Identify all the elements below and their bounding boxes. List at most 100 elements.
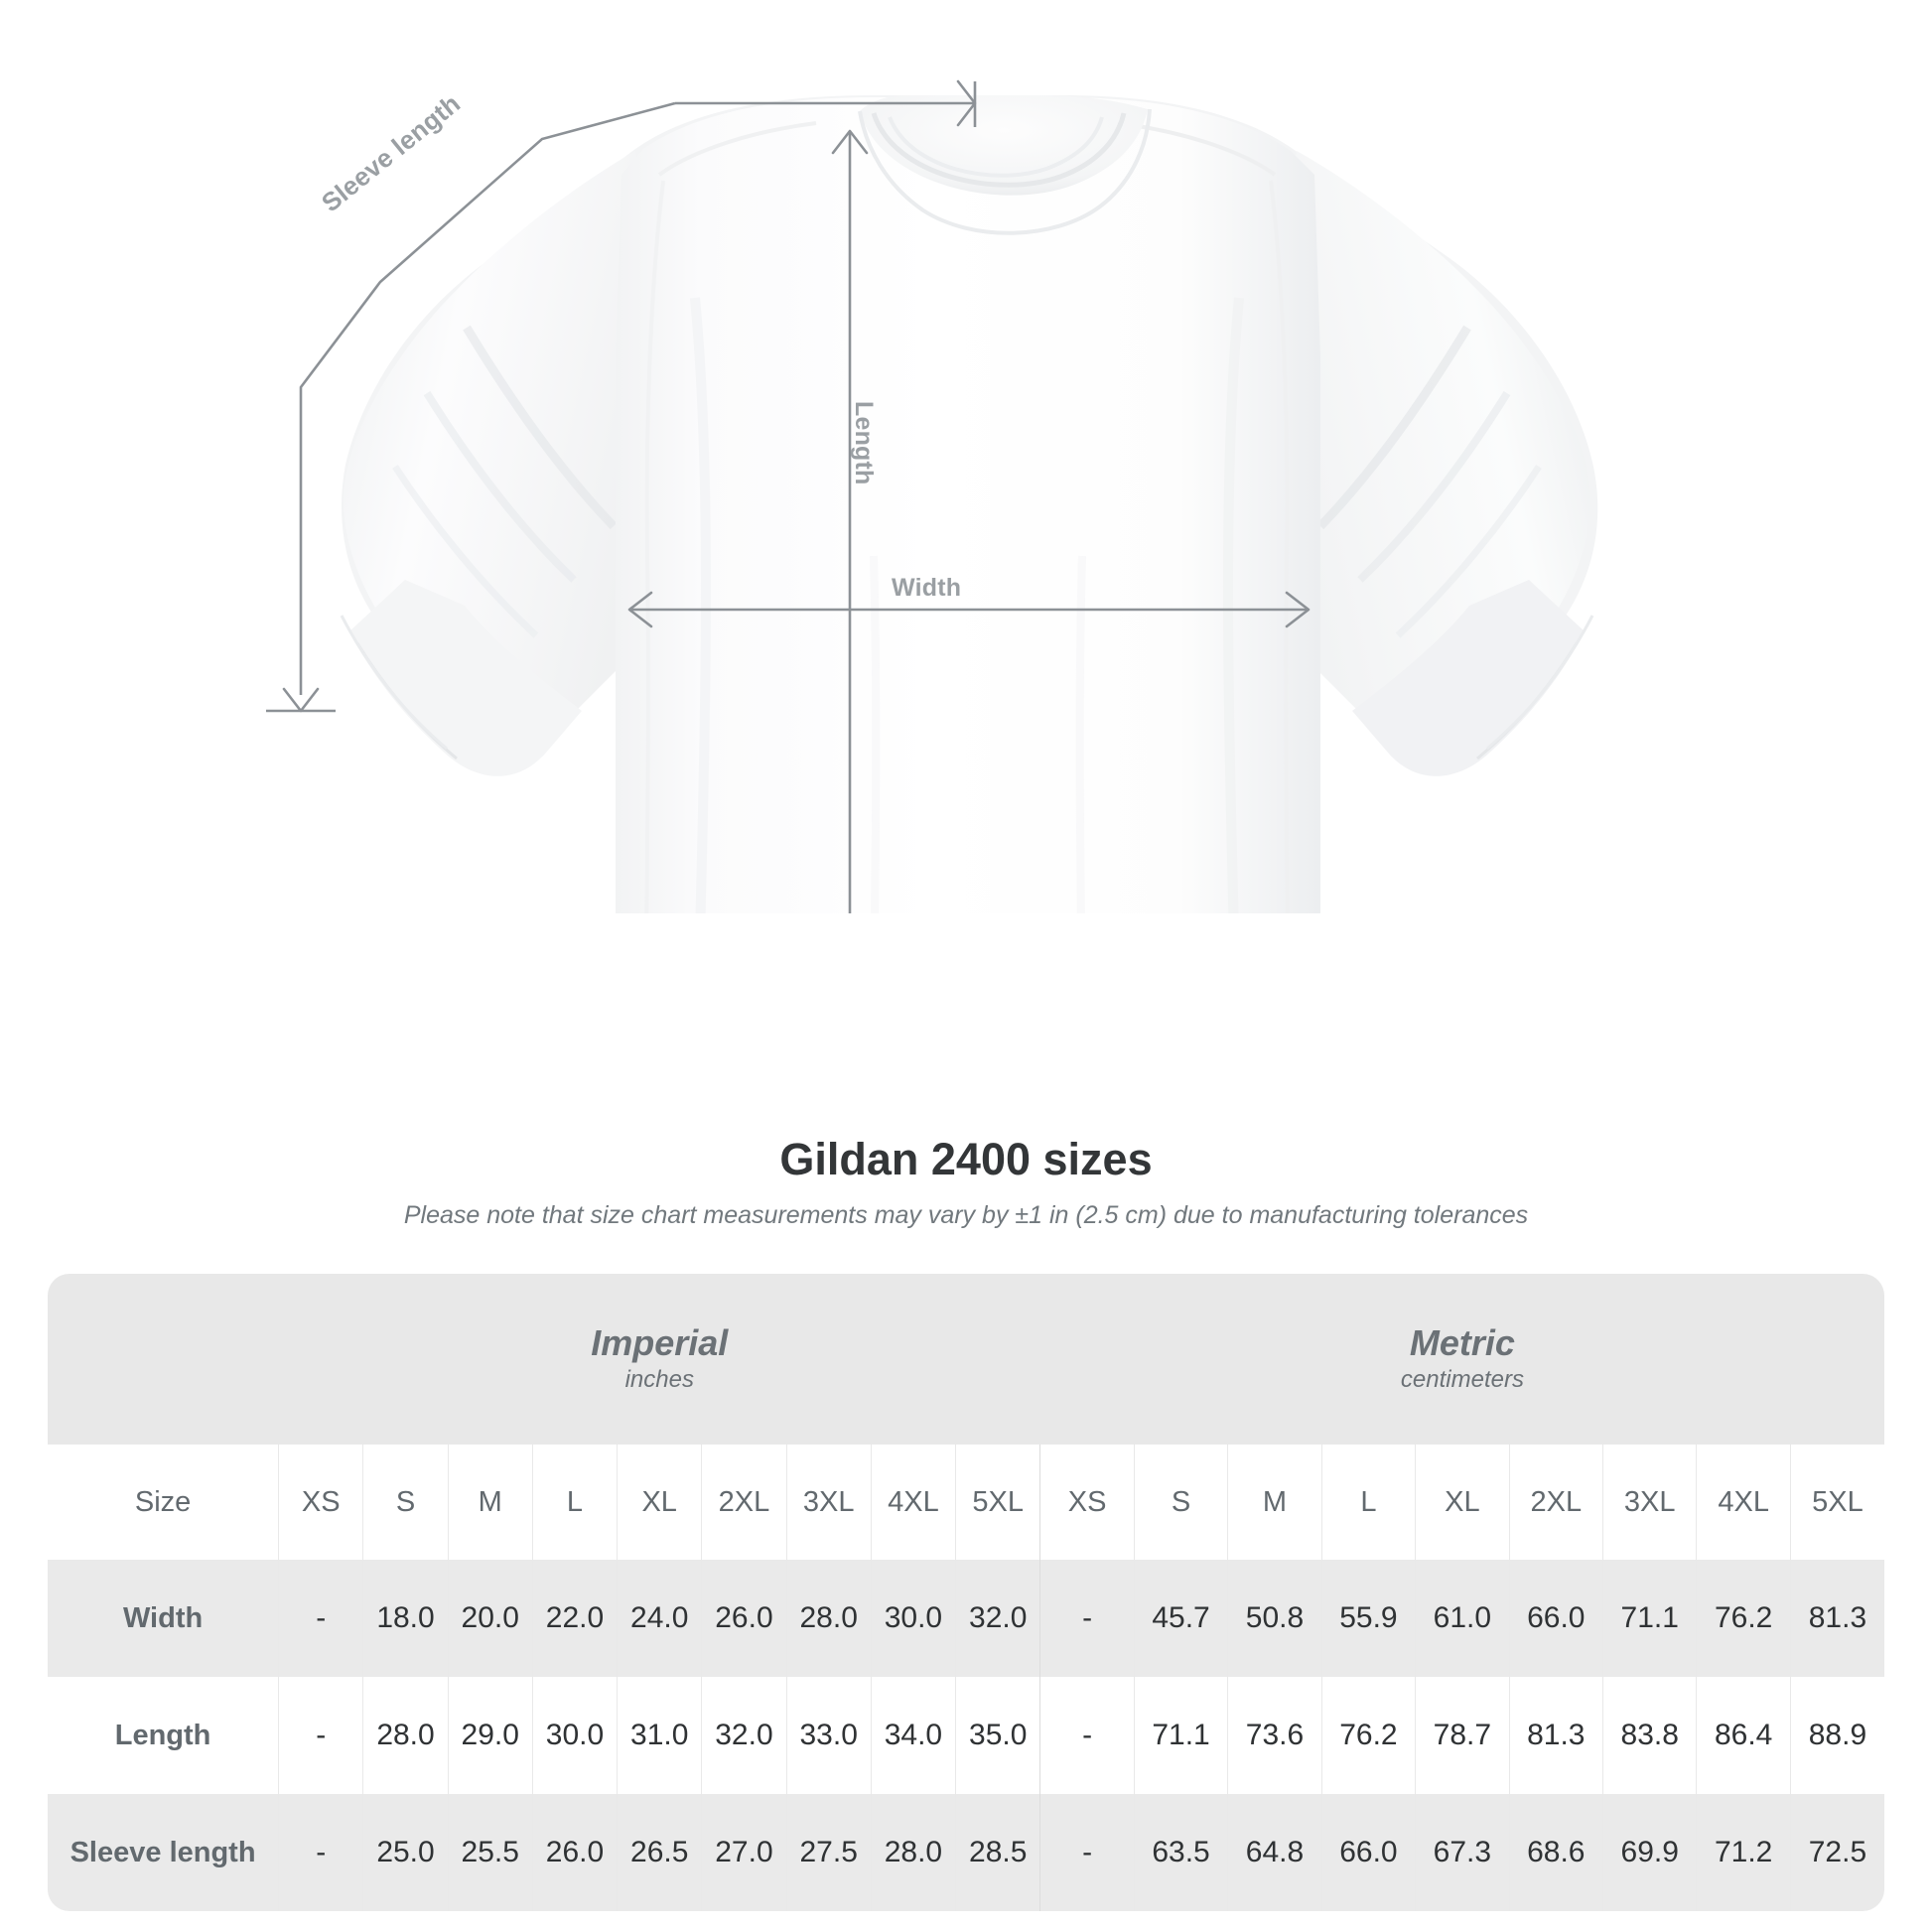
- cell-length-imp-5xl: 35.0: [955, 1677, 1040, 1794]
- right-cuff: [1352, 580, 1585, 776]
- unit-group-metric: Metric centimeters: [1039, 1274, 1884, 1445]
- cell-length-met-s: 71.1: [1133, 1677, 1228, 1794]
- cell-length-imp-l: 30.0: [531, 1677, 618, 1794]
- cell-length-imp-2xl: 32.0: [701, 1677, 787, 1794]
- cell-sleeve-met-xs: -: [1039, 1794, 1135, 1911]
- size-header-imp-3xl: 3XL: [785, 1445, 872, 1560]
- collar-inner: [888, 116, 1104, 178]
- cell-sleeve-met-4xl: 71.2: [1696, 1794, 1791, 1911]
- tshirt-illustration: [266, 79, 1598, 913]
- length-arrow-top: [831, 129, 869, 155]
- unit-name-imperial: Imperial: [591, 1321, 729, 1363]
- cell-sleeve-imp-xs: -: [278, 1794, 363, 1911]
- unit-name-metric: Metric: [1409, 1321, 1515, 1363]
- size-header-met-2xl: 2XL: [1508, 1445, 1603, 1560]
- garment-diagram: Sleeve length Length Width: [0, 0, 1932, 913]
- left-cuff: [349, 580, 582, 776]
- cell-sleeve-imp-s: 25.0: [362, 1794, 449, 1911]
- unit-sub-metric: centimeters: [1400, 1365, 1524, 1393]
- cell-sleeve-imp-m: 25.5: [447, 1794, 533, 1911]
- cell-sleeve-met-s: 63.5: [1133, 1794, 1228, 1911]
- size-row-label: Size: [48, 1445, 279, 1560]
- collar-ribbing: [871, 112, 1127, 188]
- cell-width-met-3xl: 71.1: [1602, 1560, 1697, 1677]
- table-row: Width - 18.0 20.0 22.0 24.0 26.0 28.0 30…: [48, 1560, 1884, 1677]
- measurement-guides: [266, 79, 1311, 913]
- cell-sleeve-met-2xl: 68.6: [1508, 1794, 1603, 1911]
- cell-width-met-5xl: 81.3: [1789, 1560, 1884, 1677]
- cell-width-met-s: 45.7: [1133, 1560, 1228, 1677]
- cell-width-imp-m: 20.0: [447, 1560, 533, 1677]
- cell-length-imp-4xl: 34.0: [870, 1677, 956, 1794]
- cell-length-met-5xl: 88.9: [1789, 1677, 1884, 1794]
- size-header-met-xs: XS: [1039, 1445, 1135, 1560]
- cell-width-imp-3xl: 28.0: [785, 1560, 872, 1677]
- size-header-met-5xl: 5XL: [1789, 1445, 1884, 1560]
- body-folds: [690, 297, 1244, 913]
- width-annotation: Width: [892, 574, 962, 602]
- left-shoulder-seam: [657, 121, 817, 177]
- size-header-imp-xs: XS: [278, 1445, 363, 1560]
- right-side-seam: [1269, 180, 1290, 913]
- size-header-imp-l: L: [531, 1445, 618, 1560]
- size-header-imp-s: S: [362, 1445, 449, 1560]
- cell-sleeve-imp-l: 26.0: [531, 1794, 618, 1911]
- cell-sleeve-imp-5xl: 28.5: [955, 1794, 1040, 1911]
- page-subtitle: Please note that size chart measurements…: [403, 1201, 1529, 1229]
- cell-sleeve-imp-3xl: 27.5: [785, 1794, 872, 1911]
- cell-length-met-m: 73.6: [1227, 1677, 1322, 1794]
- table-row: Sleeve length - 25.0 25.5 26.0 26.5 27.0…: [48, 1794, 1884, 1911]
- row-label-length: Length: [48, 1677, 279, 1794]
- cell-length-imp-xs: -: [278, 1677, 363, 1794]
- cell-length-met-xl: 78.7: [1415, 1677, 1510, 1794]
- cell-width-met-xs: -: [1039, 1560, 1135, 1677]
- cell-width-met-l: 55.9: [1320, 1560, 1416, 1677]
- cell-sleeve-imp-2xl: 27.0: [701, 1794, 787, 1911]
- cell-length-imp-xl: 31.0: [617, 1677, 702, 1794]
- cell-length-met-3xl: 83.8: [1602, 1677, 1697, 1794]
- cell-length-imp-3xl: 33.0: [785, 1677, 872, 1794]
- size-table-wrapper: Imperial inches Metric centimeters Size …: [48, 1274, 1884, 1911]
- size-header-imp-2xl: 2XL: [701, 1445, 787, 1560]
- left-cuff-seam2: [340, 615, 448, 751]
- cell-width-met-m: 50.8: [1227, 1560, 1322, 1677]
- cell-sleeve-met-xl: 67.3: [1415, 1794, 1510, 1911]
- cell-length-met-2xl: 81.3: [1508, 1677, 1603, 1794]
- right-cuff-seam2: [1486, 615, 1594, 751]
- left-sleeve-folds: [392, 325, 618, 638]
- unit-group-imperial: Imperial inches: [278, 1274, 1040, 1445]
- length-annotation: Length: [850, 401, 878, 485]
- cell-width-met-4xl: 76.2: [1696, 1560, 1791, 1677]
- cell-width-met-2xl: 66.0: [1508, 1560, 1603, 1677]
- cell-sleeve-met-l: 66.0: [1320, 1794, 1416, 1911]
- unit-sub-imperial: inches: [624, 1365, 694, 1393]
- cell-width-imp-2xl: 26.0: [701, 1560, 787, 1677]
- size-header-imp-5xl: 5XL: [955, 1445, 1040, 1560]
- shirt-body: [616, 97, 1320, 913]
- right-sleeve-folds: [1316, 325, 1542, 638]
- size-header-met-m: M: [1227, 1445, 1322, 1560]
- page-title: Gildan 2400 sizes: [779, 1134, 1153, 1184]
- size-header-imp-4xl: 4XL: [870, 1445, 956, 1560]
- size-header-row: Size XS S M L XL 2XL 3XL 4XL 5XL XS S M …: [48, 1445, 1884, 1560]
- cell-width-imp-xl: 24.0: [617, 1560, 702, 1677]
- cell-width-met-xl: 61.0: [1415, 1560, 1510, 1677]
- unit-header-row: Imperial inches Metric centimeters: [48, 1274, 1884, 1445]
- table-row: Length - 28.0 29.0 30.0 31.0 32.0 33.0 3…: [48, 1677, 1884, 1794]
- size-table: Imperial inches Metric centimeters Size …: [48, 1274, 1884, 1911]
- cell-width-imp-4xl: 30.0: [870, 1560, 956, 1677]
- cell-width-imp-xs: -: [278, 1560, 363, 1677]
- size-header-met-4xl: 4XL: [1696, 1445, 1791, 1560]
- cell-length-met-xs: -: [1039, 1677, 1135, 1794]
- width-arrow-right: [1285, 591, 1311, 628]
- left-side-seam: [644, 180, 665, 913]
- cell-length-imp-s: 28.0: [362, 1677, 449, 1794]
- cell-length-imp-m: 29.0: [447, 1677, 533, 1794]
- sleeve-length-line: [299, 101, 676, 695]
- cell-width-imp-5xl: 32.0: [955, 1560, 1040, 1677]
- cell-width-imp-l: 22.0: [531, 1560, 618, 1677]
- size-header-met-s: S: [1133, 1445, 1228, 1560]
- size-header-met-l: L: [1320, 1445, 1416, 1560]
- cell-sleeve-imp-4xl: 28.0: [870, 1794, 956, 1911]
